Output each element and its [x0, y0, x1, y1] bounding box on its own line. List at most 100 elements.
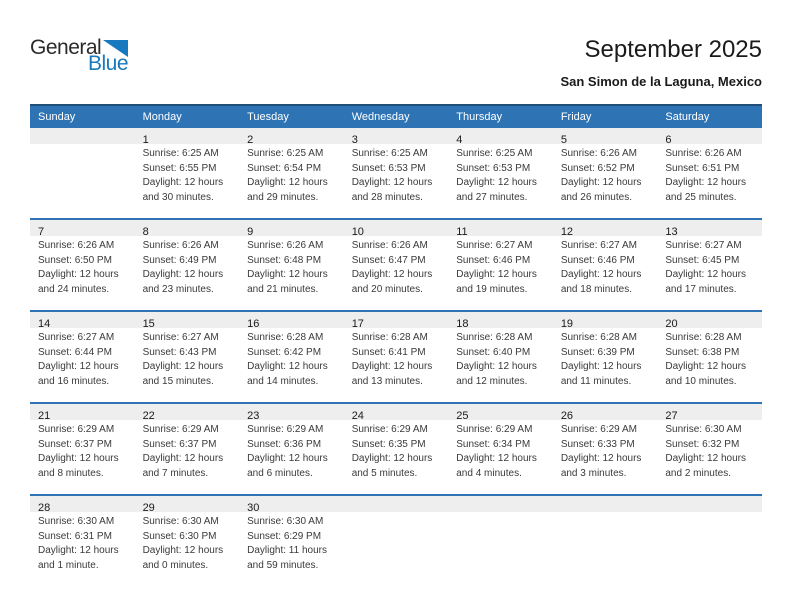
daylight-text-line1: Daylight: 12 hours — [142, 361, 224, 372]
day-number-band: 14 — [30, 312, 135, 330]
sunrise-text: Sunrise: 6:29 AM — [351, 424, 428, 435]
daylight-text-line2: and 20 minutes. — [351, 283, 423, 295]
week-row: 14 Sunrise: 6:27 AM Sunset: 6:44 PM Dayl… — [30, 311, 762, 403]
day-details: Sunrise: 6:26 AM Sunset: 6:50 PM Dayligh… — [30, 236, 135, 310]
sunrise-text: Sunrise: 6:28 AM — [351, 332, 428, 343]
day-number-band — [657, 496, 762, 512]
day-cell: 24 Sunrise: 6:29 AM Sunset: 6:35 PM Dayl… — [343, 403, 449, 495]
sunrise-text: Sunrise: 6:27 AM — [560, 240, 637, 251]
day-number: 3 — [351, 134, 358, 146]
daylight-text-line1: Daylight: 12 hours — [665, 453, 746, 464]
day-cell: 12 Sunrise: 6:27 AM Sunset: 6:46 PM Dayl… — [552, 219, 658, 311]
day-number: 6 — [665, 134, 672, 146]
daylight-text-line2: and 10 minutes. — [665, 375, 737, 387]
day-cell: 15 Sunrise: 6:27 AM Sunset: 6:43 PM Dayl… — [134, 311, 240, 403]
daylight-text-line2: and 13 minutes. — [351, 375, 423, 387]
sunset-text: Sunset: 6:38 PM — [665, 346, 740, 358]
sunset-text: Sunset: 6:46 PM — [456, 254, 531, 266]
daylight-text-line1: Daylight: 12 hours — [456, 177, 537, 188]
day-cell — [343, 495, 449, 586]
sunset-text: Sunset: 6:43 PM — [142, 346, 217, 358]
sunrise-text: Sunrise: 6:29 AM — [560, 424, 637, 435]
daylight-text-line1: Daylight: 12 hours — [560, 269, 642, 280]
day-cell: 11 Sunrise: 6:27 AM Sunset: 6:46 PM Dayl… — [448, 219, 553, 311]
day-cell — [448, 495, 553, 586]
day-cell: 18 Sunrise: 6:28 AM Sunset: 6:40 PM Dayl… — [448, 311, 553, 403]
day-number-band: 11 — [448, 220, 553, 238]
daylight-text-line1: Daylight: 12 hours — [456, 361, 537, 372]
day-number: 26 — [560, 410, 574, 422]
day-cell: 25 Sunrise: 6:29 AM Sunset: 6:34 PM Dayl… — [448, 403, 553, 495]
sunset-text: Sunset: 6:42 PM — [247, 346, 322, 358]
sunrise-text: Sunrise: 6:26 AM — [665, 148, 742, 159]
sunrise-text: Sunrise: 6:30 AM — [665, 424, 742, 435]
daylight-text-line1: Daylight: 12 hours — [560, 453, 642, 464]
day-details — [657, 512, 762, 528]
sunrise-text: Sunrise: 6:25 AM — [142, 148, 219, 159]
day-details: Sunrise: 6:25 AM Sunset: 6:53 PM Dayligh… — [344, 144, 449, 218]
day-number-band: 20 — [657, 312, 762, 330]
daylight-text-line2: and 18 minutes. — [560, 283, 632, 295]
sunrise-text: Sunrise: 6:29 AM — [247, 424, 324, 435]
day-number-band — [448, 496, 553, 512]
day-cell: 5 Sunrise: 6:26 AM Sunset: 6:52 PM Dayli… — [552, 128, 658, 219]
daylight-text-line1: Daylight: 12 hours — [665, 361, 746, 372]
daylight-text-line2: and 11 minutes. — [560, 375, 632, 387]
daylight-text-line1: Daylight: 12 hours — [142, 177, 224, 188]
day-cell: 22 Sunrise: 6:29 AM Sunset: 6:37 PM Dayl… — [134, 403, 240, 495]
daylight-text-line2: and 21 minutes. — [247, 283, 319, 295]
daylight-text-line1: Daylight: 12 hours — [665, 269, 746, 280]
day-number: 22 — [142, 410, 155, 422]
sunrise-text: Sunrise: 6:28 AM — [665, 332, 742, 343]
sunset-text: Sunset: 6:39 PM — [560, 346, 635, 358]
daylight-text-line2: and 24 minutes. — [38, 283, 110, 295]
day-cell: 20 Sunrise: 6:28 AM Sunset: 6:38 PM Dayl… — [657, 311, 762, 403]
sunset-text: Sunset: 6:31 PM — [38, 530, 112, 542]
day-details — [30, 144, 135, 160]
day-details: Sunrise: 6:29 AM Sunset: 6:34 PM Dayligh… — [448, 420, 553, 494]
day-cell: 7 Sunrise: 6:26 AM Sunset: 6:50 PM Dayli… — [30, 219, 135, 311]
day-number: 24 — [351, 410, 364, 422]
daylight-text-line2: and 28 minutes. — [351, 191, 423, 203]
daylight-text-line2: and 12 minutes. — [456, 375, 528, 387]
daylight-text-line1: Daylight: 12 hours — [247, 177, 328, 188]
day-details: Sunrise: 6:29 AM Sunset: 6:33 PM Dayligh… — [553, 420, 658, 494]
sunset-text: Sunset: 6:30 PM — [142, 530, 217, 542]
daylight-text-line1: Daylight: 12 hours — [351, 177, 433, 188]
day-cell: 6 Sunrise: 6:26 AM Sunset: 6:51 PM Dayli… — [657, 128, 762, 219]
day-cell: 13 Sunrise: 6:27 AM Sunset: 6:45 PM Dayl… — [657, 219, 762, 311]
sunset-text: Sunset: 6:33 PM — [560, 438, 635, 450]
daylight-text-line1: Daylight: 12 hours — [38, 361, 119, 372]
day-number-band: 6 — [657, 128, 762, 146]
daylight-text-line1: Daylight: 12 hours — [351, 453, 433, 464]
day-details: Sunrise: 6:27 AM Sunset: 6:44 PM Dayligh… — [30, 328, 135, 402]
day-number: 7 — [38, 226, 45, 238]
day-number-band: 28 — [30, 496, 135, 514]
day-number-band: 27 — [657, 404, 762, 422]
title-block: September 2025 San Simon de la Laguna, M… — [560, 36, 762, 89]
daylight-text-line1: Daylight: 12 hours — [142, 545, 224, 556]
logo-text-blue: Blue — [87, 52, 129, 75]
daylight-text-line1: Daylight: 12 hours — [456, 269, 537, 280]
day-details: Sunrise: 6:27 AM Sunset: 6:46 PM Dayligh… — [448, 236, 553, 310]
day-number: 20 — [665, 318, 678, 330]
general-blue-logo: General Blue — [30, 37, 130, 75]
day-details: Sunrise: 6:26 AM Sunset: 6:48 PM Dayligh… — [239, 236, 344, 310]
location-subtitle: San Simon de la Laguna, Mexico — [560, 74, 762, 89]
sunset-text: Sunset: 6:34 PM — [456, 438, 531, 450]
daylight-text-line2: and 19 minutes. — [456, 283, 528, 295]
day-number: 13 — [665, 226, 678, 238]
day-cell: 23 Sunrise: 6:29 AM Sunset: 6:36 PM Dayl… — [239, 403, 344, 495]
daylight-text-line1: Daylight: 12 hours — [142, 269, 224, 280]
sunrise-text: Sunrise: 6:26 AM — [560, 148, 637, 159]
daylight-text-line1: Daylight: 12 hours — [560, 177, 642, 188]
sunrise-text: Sunrise: 6:30 AM — [247, 516, 324, 527]
daylight-text-line2: and 3 minutes. — [560, 467, 627, 479]
day-cell: 4 Sunrise: 6:25 AM Sunset: 6:53 PM Dayli… — [448, 128, 553, 219]
sunset-text: Sunset: 6:54 PM — [247, 162, 322, 174]
sunset-text: Sunset: 6:50 PM — [38, 254, 112, 266]
daylight-text-line1: Daylight: 12 hours — [665, 177, 746, 188]
day-cell: 8 Sunrise: 6:26 AM Sunset: 6:49 PM Dayli… — [134, 219, 240, 311]
sunrise-text: Sunrise: 6:27 AM — [38, 332, 115, 343]
sunset-text: Sunset: 6:51 PM — [665, 162, 740, 174]
